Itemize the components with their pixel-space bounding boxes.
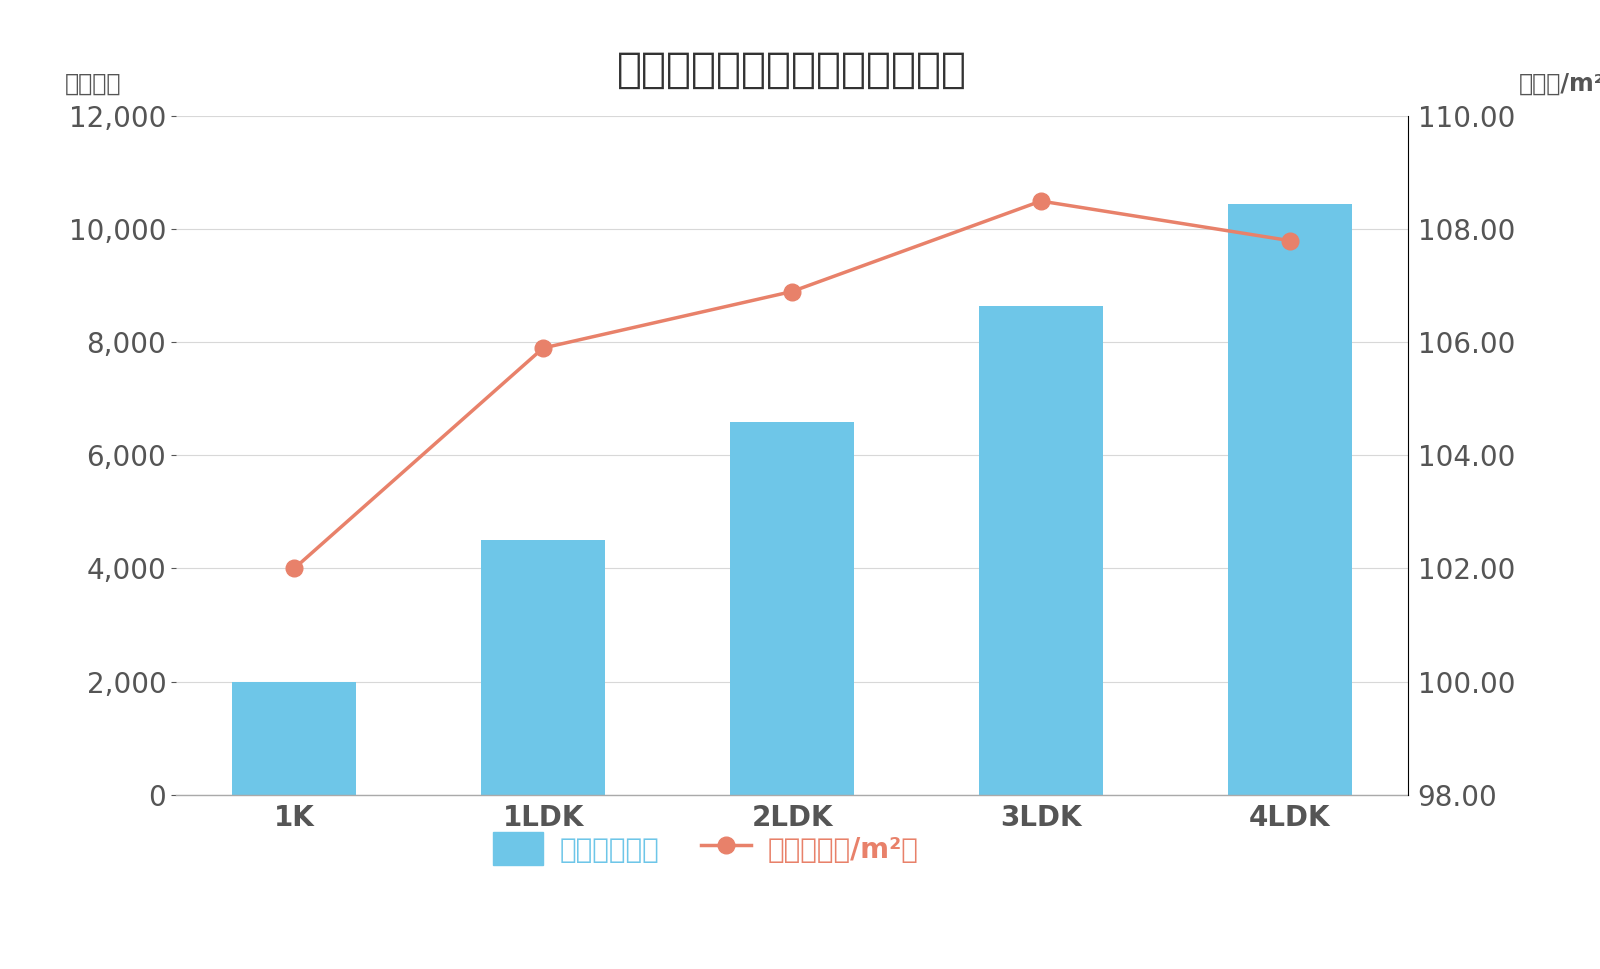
Title: 豊島区間取り別マンション価格: 豊島区間取り別マンション価格 <box>618 48 966 90</box>
Bar <box>979 305 1102 795</box>
Bar <box>232 681 357 795</box>
Bar <box>730 422 854 795</box>
Legend: 価格（万円）, 単価（万円/m²）: 価格（万円）, 単価（万円/m²） <box>482 822 930 876</box>
Bar <box>1227 203 1352 795</box>
Bar <box>482 541 605 795</box>
Text: （万円）: （万円） <box>66 72 122 96</box>
Text: （万円/m²）: （万円/m²） <box>1518 72 1600 96</box>
